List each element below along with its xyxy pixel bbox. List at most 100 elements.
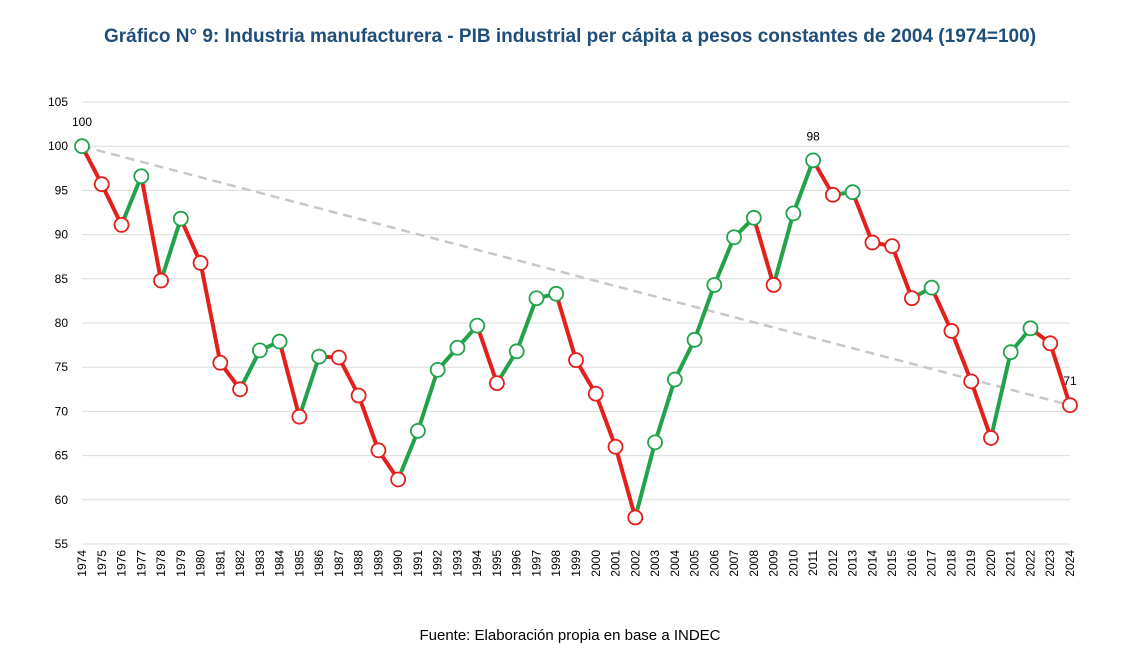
segment-decrease: [198, 260, 223, 365]
chart-title: Gráfico N° 9: Industria manufacturera - …: [103, 26, 1037, 47]
x-tick-label: 1974: [75, 550, 89, 577]
segment-increase: [119, 174, 144, 227]
x-tick-label: 1995: [490, 550, 504, 577]
x-tick-label: 1986: [312, 550, 326, 577]
data-point: [370, 442, 387, 459]
y-tick-label: 65: [55, 449, 69, 463]
data-point: [824, 186, 841, 203]
data-point: [765, 277, 782, 293]
data-point: [627, 509, 644, 526]
data-point: [508, 343, 525, 360]
y-tick-label: 105: [48, 95, 68, 109]
data-point: [192, 254, 209, 271]
segment-increase: [633, 440, 658, 520]
y-tick-label: 95: [55, 183, 69, 197]
x-tick-label: 2017: [925, 550, 939, 577]
data-point: [805, 152, 822, 169]
segment-increase: [415, 367, 440, 433]
y-tick-label: 75: [55, 360, 69, 374]
trend-line: [81, 144, 1071, 407]
x-tick-label: 2009: [767, 550, 781, 577]
segment-increase: [988, 350, 1013, 440]
y-tick-label: 55: [55, 537, 69, 551]
x-tick-label: 1992: [431, 550, 445, 577]
data-point: [528, 290, 545, 307]
data-point: [647, 434, 663, 451]
segment-decrease: [613, 444, 638, 520]
x-tick-label: 1978: [154, 550, 168, 577]
data-point: [390, 471, 407, 488]
data-point: [113, 216, 130, 233]
segment-decrease: [139, 174, 164, 283]
x-tick-label: 2020: [984, 550, 998, 577]
x-tick-label: 1996: [510, 550, 524, 577]
segment-decrease: [356, 393, 381, 453]
data-label: 71: [1063, 374, 1077, 388]
data-point: [410, 422, 426, 439]
x-tick-label: 1987: [332, 550, 346, 577]
x-tick-label: 1991: [411, 550, 425, 577]
chart-source: Fuente: Elaboración propia en base a IND…: [419, 627, 721, 644]
data-point: [469, 317, 486, 334]
data-point: [1022, 320, 1039, 337]
segment-decrease: [969, 379, 993, 440]
x-tick-label: 2008: [747, 550, 761, 577]
data-point: [785, 205, 802, 222]
x-tick-label: 1993: [450, 550, 464, 577]
data-point: [864, 234, 881, 251]
segment-increase: [712, 235, 737, 287]
data-point: [271, 333, 288, 350]
x-tick-label: 2000: [589, 550, 603, 577]
segment-decrease: [178, 216, 203, 265]
data-point: [291, 408, 308, 425]
x-tick-label: 1990: [391, 550, 405, 577]
x-tick-label: 1975: [95, 550, 109, 577]
x-tick-label: 2010: [786, 550, 800, 577]
x-tick-label: 1981: [213, 550, 227, 577]
segment-decrease: [277, 339, 302, 419]
x-tick-label: 2023: [1043, 550, 1057, 577]
y-tick-label: 85: [55, 272, 69, 286]
x-tick-label: 2007: [727, 550, 741, 577]
data-point: [844, 184, 861, 201]
data-point: [884, 238, 901, 254]
data-point: [429, 361, 446, 378]
data-point: [726, 229, 742, 246]
x-tick-label: 2005: [688, 550, 702, 577]
data-point: [923, 279, 940, 296]
data-point: [904, 290, 920, 307]
segment-decrease: [751, 215, 776, 287]
x-tick-label: 1984: [273, 550, 287, 577]
segment-decrease: [850, 190, 875, 245]
x-tick-label: 1976: [115, 550, 129, 577]
y-tick-label: 100: [48, 139, 68, 153]
data-label: 98: [806, 129, 820, 143]
data-point: [232, 381, 248, 398]
data-point: [212, 354, 229, 371]
x-tick-label: 2011: [806, 550, 820, 576]
x-tick-label: 2013: [846, 550, 860, 577]
x-tick-label: 1982: [233, 550, 247, 577]
x-tick-label: 2004: [668, 550, 682, 577]
data-point: [943, 323, 960, 339]
data-point: [251, 342, 268, 359]
segment-increase: [692, 282, 717, 342]
y-tick-label: 90: [55, 228, 69, 242]
data-point: [963, 373, 980, 390]
x-tick-label: 1983: [253, 550, 267, 577]
x-tick-label: 2024: [1063, 550, 1077, 577]
x-tick-label: 2018: [944, 550, 958, 577]
segment-decrease: [1048, 341, 1072, 408]
segment-increase: [514, 296, 539, 354]
x-tick-label: 1997: [529, 550, 543, 577]
segment-increase: [791, 158, 816, 216]
segment-increase: [159, 216, 183, 283]
data-point: [983, 430, 999, 446]
y-tick-label: 60: [55, 493, 69, 507]
x-tick-label: 2002: [628, 550, 642, 577]
data-point: [1002, 344, 1019, 361]
x-tick-label: 2014: [865, 550, 879, 577]
data-point: [350, 387, 367, 404]
data-label: 100: [72, 115, 92, 129]
